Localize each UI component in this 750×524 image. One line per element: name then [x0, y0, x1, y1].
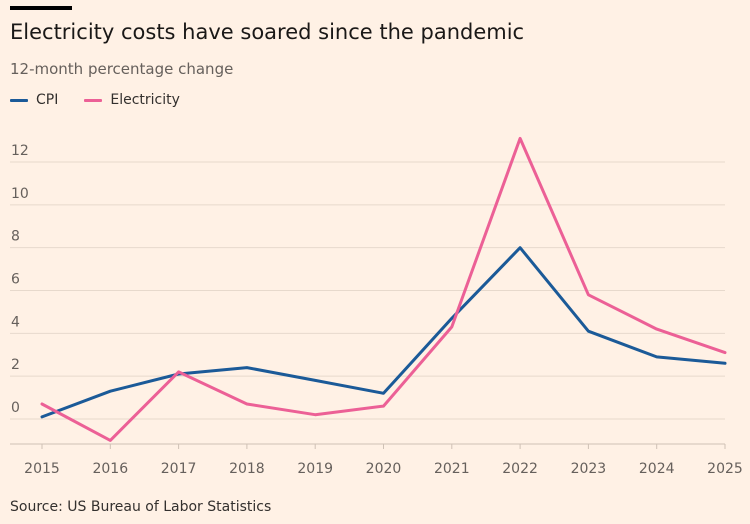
data-point-electricity-2025 — [723, 351, 727, 354]
x-tick-label-2022: 2022 — [502, 461, 538, 477]
series-line-electricity — [40, 136, 727, 442]
x-tick-label-2019: 2019 — [297, 461, 333, 477]
legend-item-electricity: Electricity — [84, 92, 180, 108]
data-point-electricity-2015 — [40, 402, 44, 406]
chart-subtitle: 12-month percentage change — [10, 60, 234, 78]
chart-legend: CPI Electricity — [10, 92, 180, 108]
data-point-electricity-2021 — [450, 325, 453, 329]
legend-label-electricity: Electricity — [110, 92, 180, 108]
legend-swatch-cpi — [10, 98, 28, 102]
y-tick-label-6: 6 — [11, 272, 20, 288]
data-point-electricity-2024 — [655, 327, 658, 331]
data-point-electricity-2019 — [314, 413, 317, 416]
data-point-cpi-2024 — [655, 355, 658, 359]
data-point-cpi-2021 — [450, 317, 453, 320]
data-point-electricity-2020 — [382, 404, 385, 408]
legend-label-cpi: CPI — [36, 92, 59, 108]
x-tick-label-2024: 2024 — [639, 461, 675, 477]
data-point-cpi-2020 — [382, 392, 385, 395]
data-point-electricity-2016 — [109, 439, 112, 442]
data-point-cpi-2023 — [587, 329, 590, 333]
data-point-electricity-2017 — [177, 370, 180, 374]
data-point-electricity-2023 — [587, 293, 590, 296]
chart-title: Electricity costs have soared since the … — [10, 20, 525, 44]
data-point-cpi-2022 — [518, 246, 522, 249]
x-tick-label-2017: 2017 — [161, 461, 197, 477]
y-tick-label-10: 10 — [11, 186, 29, 202]
data-point-cpi-2025 — [723, 362, 727, 365]
x-tick-label-2023: 2023 — [571, 461, 607, 477]
data-point-electricity-2018 — [245, 402, 249, 406]
chart-source: Source: US Bureau of Labor Statistics — [10, 499, 272, 515]
data-point-cpi-2019 — [314, 379, 317, 382]
x-tick-label-2015: 2015 — [24, 461, 60, 477]
y-tick-label-2: 2 — [11, 357, 20, 373]
data-point-cpi-2018 — [245, 366, 249, 369]
x-tick-label-2025: 2025 — [707, 461, 743, 477]
y-tick-label-8: 8 — [11, 229, 20, 245]
x-tick-label-2016: 2016 — [92, 461, 128, 477]
brand-top-bar — [10, 6, 72, 10]
data-point-cpi-2016 — [109, 389, 112, 393]
x-tick-label-2018: 2018 — [229, 461, 265, 477]
series-line-cpi — [40, 246, 727, 419]
x-tick-label-2021: 2021 — [434, 461, 470, 477]
y-tick-label-4: 4 — [11, 314, 20, 330]
y-tick-label-12: 12 — [11, 143, 29, 159]
y-tick-label-0: 0 — [11, 400, 20, 416]
x-tick-label-2020: 2020 — [366, 461, 402, 477]
data-point-electricity-2022 — [518, 137, 522, 140]
legend-item-cpi: CPI — [10, 92, 58, 108]
legend-swatch-electricity — [84, 98, 103, 102]
data-point-cpi-2015 — [40, 415, 44, 419]
